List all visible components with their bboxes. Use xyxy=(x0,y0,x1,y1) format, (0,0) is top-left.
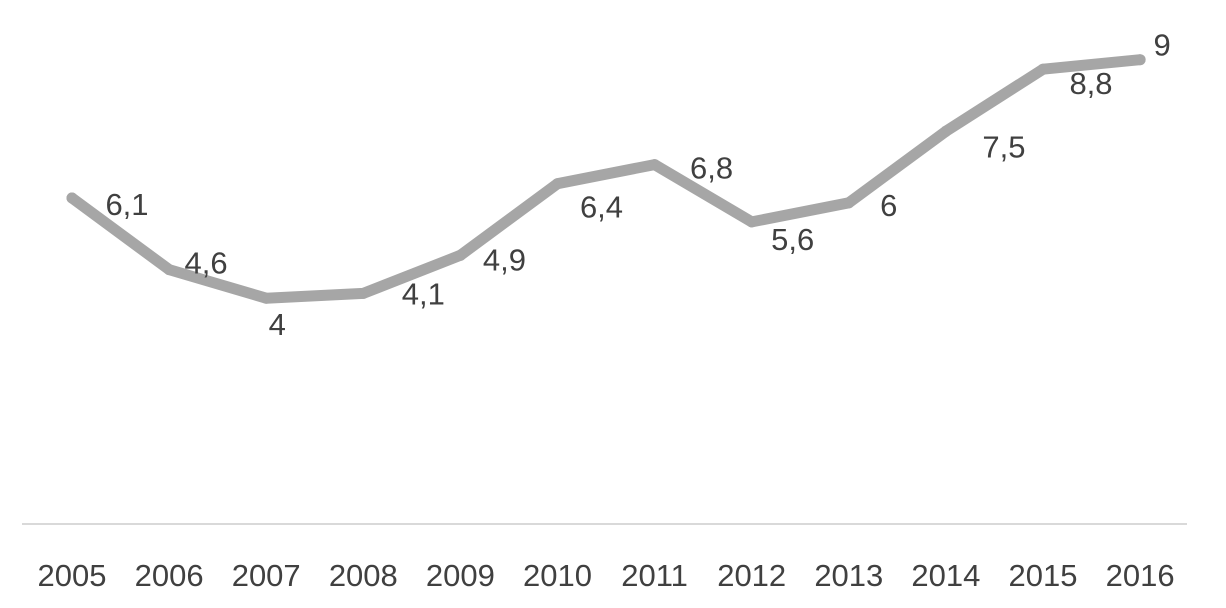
data-label-2011: 6,8 xyxy=(690,151,733,186)
data-label-2010: 6,4 xyxy=(580,190,623,225)
x-tick-label-2013: 2013 xyxy=(814,558,883,593)
data-point-2013 xyxy=(843,197,855,209)
x-tick-label-2005: 2005 xyxy=(38,558,107,593)
series-line xyxy=(66,54,1146,304)
x-tick-label-2014: 2014 xyxy=(911,558,980,593)
data-point-2014 xyxy=(940,125,952,137)
x-tick-label-2008: 2008 xyxy=(329,558,398,593)
data-point-2015 xyxy=(1037,63,1049,75)
data-point-2009 xyxy=(454,249,466,261)
data-label-2012: 5,6 xyxy=(771,222,814,257)
data-point-2005 xyxy=(66,192,78,204)
data-labels: 6,1 4,6 4 4,1 4,9 6,4 6,8 5,6 6 7,5 8,8 9 xyxy=(105,28,1170,343)
x-tick-label-2006: 2006 xyxy=(135,558,204,593)
x-tick-label-2007: 2007 xyxy=(232,558,301,593)
data-point-2006 xyxy=(163,264,175,276)
x-tick-label-2016: 2016 xyxy=(1106,558,1175,593)
data-point-2011 xyxy=(649,159,661,171)
data-label-2006: 4,6 xyxy=(185,246,228,281)
x-tick-label-2011: 2011 xyxy=(621,558,688,593)
data-label-2005: 6,1 xyxy=(105,187,148,222)
data-label-2013: 6 xyxy=(880,188,897,223)
data-point-2008 xyxy=(357,287,369,299)
x-axis-tick-labels: 2005 2006 2007 2008 2009 2010 2011 2012 2013 2014… xyxy=(38,558,1175,593)
data-label-2014: 7,5 xyxy=(982,129,1025,164)
data-point-2010 xyxy=(552,178,563,190)
x-tick-label-2009: 2009 xyxy=(426,558,495,593)
data-label-2009: 4,9 xyxy=(483,242,526,277)
x-tick-label-2012: 2012 xyxy=(717,558,786,593)
data-label-2015: 8,8 xyxy=(1069,66,1112,101)
data-label-2007: 4 xyxy=(269,307,286,342)
data-point-2016 xyxy=(1134,54,1146,66)
data-point-2007 xyxy=(260,292,272,304)
data-point-2012 xyxy=(746,216,758,228)
x-tick-label-2010: 2010 xyxy=(523,558,592,593)
data-points xyxy=(66,54,1146,304)
data-label-2016: 9 xyxy=(1153,28,1170,63)
x-tick-label-2015: 2015 xyxy=(1009,558,1078,593)
data-label-2008: 4,1 xyxy=(402,276,445,311)
